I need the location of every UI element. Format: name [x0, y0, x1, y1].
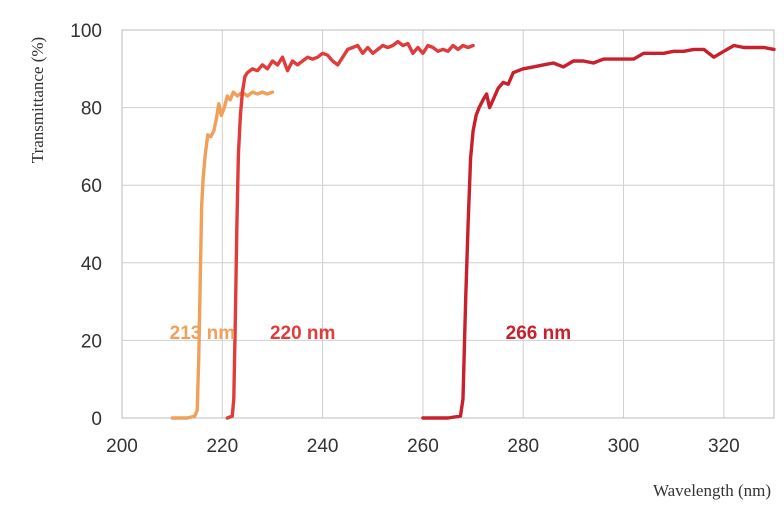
x-tick-label: 320	[708, 436, 740, 457]
y-tick-label: 40	[81, 254, 102, 275]
series-label-266-nm: 266 nm	[506, 323, 571, 344]
x-tick-label: 300	[608, 436, 640, 457]
series-label-220-nm: 220 nm	[270, 323, 335, 344]
x-axis-title: Wavelength (nm)	[653, 481, 771, 500]
x-tick-label: 280	[507, 436, 539, 457]
x-tick-label: 200	[106, 436, 138, 457]
y-axis-title: Transmittance (%)	[28, 37, 47, 163]
x-tick-label: 260	[407, 436, 439, 457]
series-label-213-nm: 213 nm	[170, 323, 235, 344]
plot-area-frame	[121, 29, 775, 419]
y-tick-label: 20	[81, 331, 102, 352]
series-line-220-nm	[225, 39, 475, 420]
y-tick-label: 60	[81, 176, 102, 197]
y-tick-label: 100	[70, 21, 102, 42]
x-tick-label: 240	[307, 436, 339, 457]
tick-label-layer: 200 220 240 260 280 300 320 0 20 40 60 80 100	[70, 21, 739, 457]
series-label-layer: 213 nm 220 nm 266 nm	[170, 323, 572, 344]
grid-layer	[121, 29, 774, 419]
y-tick-label: 0	[91, 409, 102, 430]
y-tick-label: 80	[81, 99, 102, 120]
series-layer	[170, 39, 776, 420]
series-line-213-nm	[170, 90, 275, 420]
series-line-266-nm	[421, 43, 776, 420]
x-tick-label: 220	[206, 436, 238, 457]
